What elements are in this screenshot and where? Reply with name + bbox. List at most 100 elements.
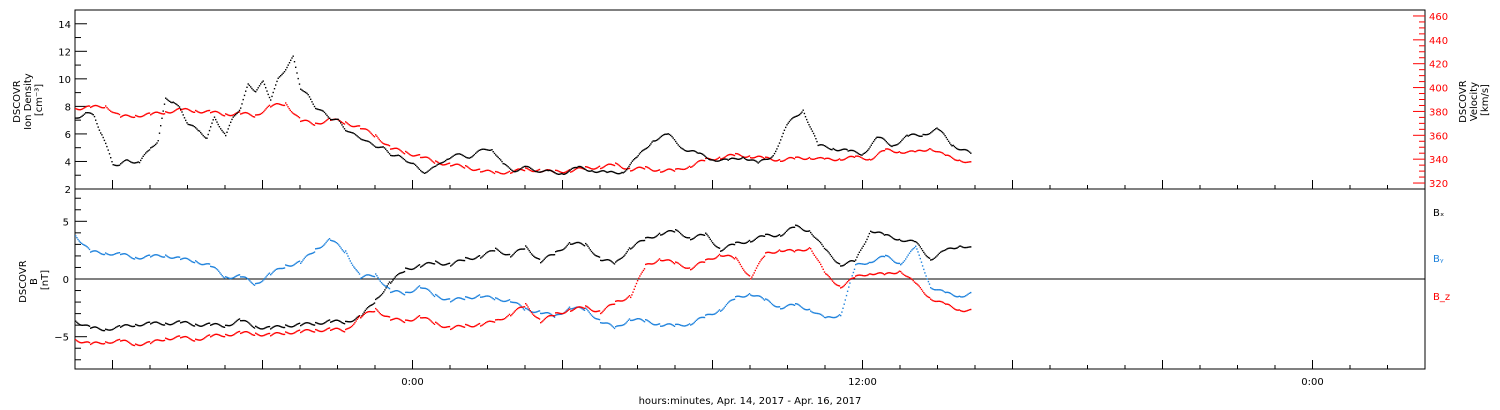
- data-point: [800, 157, 803, 160]
- data-point: [435, 160, 437, 162]
- data-point: [937, 300, 939, 302]
- data-point: [597, 166, 600, 168]
- data-point: [860, 263, 862, 265]
- data-point: [361, 315, 363, 318]
- data-point: [535, 311, 537, 313]
- data-point: [332, 118, 334, 121]
- data-point: [638, 166, 640, 168]
- data-point: [743, 269, 745, 271]
- data-point: [627, 249, 630, 251]
- data-point: [456, 259, 459, 262]
- data-point: [833, 159, 835, 162]
- data-point: [281, 104, 283, 106]
- data-point: [407, 161, 409, 164]
- data-point: [278, 325, 280, 327]
- data-point: [705, 156, 707, 159]
- data-point: [775, 150, 777, 153]
- data-point: [366, 140, 368, 142]
- data-point: [287, 64, 289, 66]
- data-point: [962, 246, 964, 249]
- data-point: [155, 254, 158, 256]
- data-point: [961, 246, 963, 248]
- data-point: [916, 134, 919, 137]
- data-point: [628, 247, 631, 249]
- data-point: [784, 306, 786, 308]
- data-point: [698, 152, 701, 154]
- data-point: [653, 140, 656, 142]
- data-point: [348, 321, 350, 323]
- data-point: [376, 297, 378, 300]
- data-point: [271, 334, 273, 336]
- data-point: [701, 261, 703, 263]
- data-point: [733, 298, 736, 300]
- data-point: [634, 243, 636, 246]
- data-point: [490, 296, 492, 298]
- data-point: [264, 277, 266, 279]
- data-point: [867, 262, 869, 264]
- data-point: [579, 242, 581, 244]
- data-point: [260, 83, 262, 85]
- data-point: [169, 112, 171, 114]
- data-point: [603, 322, 605, 324]
- data-point: [730, 255, 732, 257]
- data-point: [788, 249, 790, 251]
- data-point: [305, 119, 308, 122]
- data-point: [548, 315, 550, 317]
- data-point: [378, 296, 380, 298]
- data-point: [616, 300, 618, 302]
- data-point: [272, 333, 274, 335]
- data-point: [488, 169, 491, 172]
- data-point: [930, 298, 932, 300]
- data-point: [471, 156, 473, 158]
- data-point: [538, 258, 541, 260]
- data-point: [363, 275, 365, 277]
- data-point: [801, 158, 804, 160]
- data-point: [485, 252, 487, 255]
- data-point: [640, 166, 642, 169]
- data-point: [970, 308, 972, 311]
- data-point: [467, 257, 469, 259]
- data-point: [258, 113, 260, 116]
- data-point: [558, 170, 560, 173]
- data-point: [440, 326, 443, 328]
- data-point: [838, 285, 841, 287]
- data-point: [858, 155, 861, 158]
- data-point: [195, 127, 197, 129]
- data-point: [487, 169, 489, 171]
- data-point: [815, 138, 817, 140]
- data-point: [467, 296, 469, 299]
- data-point: [308, 329, 310, 331]
- data-point: [383, 284, 385, 286]
- data-point: [88, 248, 91, 251]
- data-point: [317, 108, 319, 111]
- data-point: [414, 155, 416, 157]
- data-point: [176, 103, 178, 106]
- data-point: [161, 117, 163, 119]
- data-point: [687, 237, 689, 239]
- data-point: [357, 125, 360, 127]
- data-point: [800, 227, 803, 230]
- data-point: [965, 161, 967, 164]
- data-point: [327, 319, 330, 322]
- data-point: [686, 237, 688, 239]
- data-point: [475, 324, 477, 327]
- data-point: [962, 296, 964, 298]
- data-point: [775, 160, 777, 162]
- data-point: [486, 295, 488, 297]
- data-point: [565, 311, 567, 313]
- data-point: [125, 324, 128, 326]
- data-point: [515, 169, 518, 171]
- data-point: [655, 235, 657, 238]
- data-point: [435, 165, 437, 167]
- data-point: [386, 315, 388, 318]
- data-point: [612, 303, 615, 305]
- data-point: [210, 336, 212, 338]
- data-point: [783, 250, 785, 252]
- data-point: [729, 300, 731, 302]
- data-point: [962, 161, 964, 163]
- data-point: [765, 252, 767, 254]
- data-point: [518, 168, 520, 170]
- data-point: [542, 170, 544, 172]
- data-point: [316, 322, 318, 324]
- data-point: [231, 118, 233, 121]
